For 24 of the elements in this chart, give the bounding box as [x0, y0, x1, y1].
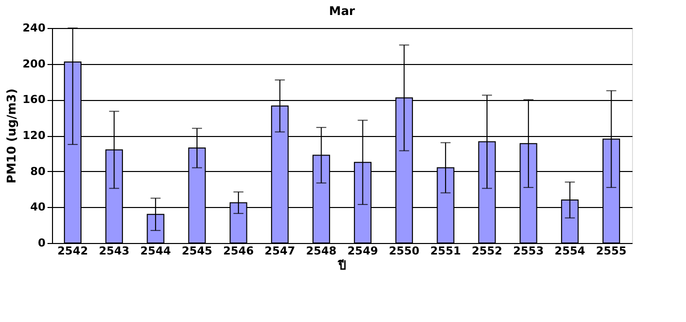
y-tick-label: 80 [30, 164, 46, 178]
x-tick-label: 2555 [596, 244, 627, 258]
chart-title: Mar [329, 4, 356, 18]
y-tick-label: 120 [22, 129, 46, 142]
x-tick-label: 2544 [140, 244, 172, 258]
y-tick-label: 40 [30, 200, 46, 214]
x-axis-title: ปี [338, 258, 346, 272]
y-axis-title: PM10 (ug/m3) [4, 88, 19, 184]
x-tick-label: 2542 [57, 244, 88, 258]
x-tick-label: 2551 [430, 244, 461, 258]
x-tick-label: 2548 [306, 244, 337, 258]
x-tick-label: 2550 [388, 244, 420, 258]
y-tick-label: 0 [38, 236, 46, 250]
x-tick-label: 2543 [98, 244, 130, 258]
x-tick-label: 2547 [264, 244, 296, 258]
x-tick-label: 2549 [347, 244, 378, 258]
y-tick-label: 240 [22, 22, 46, 34]
x-tick-label: 2546 [223, 244, 254, 258]
x-tick-label: 2554 [554, 244, 586, 258]
y-tick-label: 160 [22, 93, 46, 106]
x-tick-label: 2553 [513, 244, 544, 258]
x-tick-label: 2545 [182, 244, 212, 258]
x-tick-label: 2552 [472, 244, 502, 258]
y-tick-label: 200 [22, 57, 46, 70]
